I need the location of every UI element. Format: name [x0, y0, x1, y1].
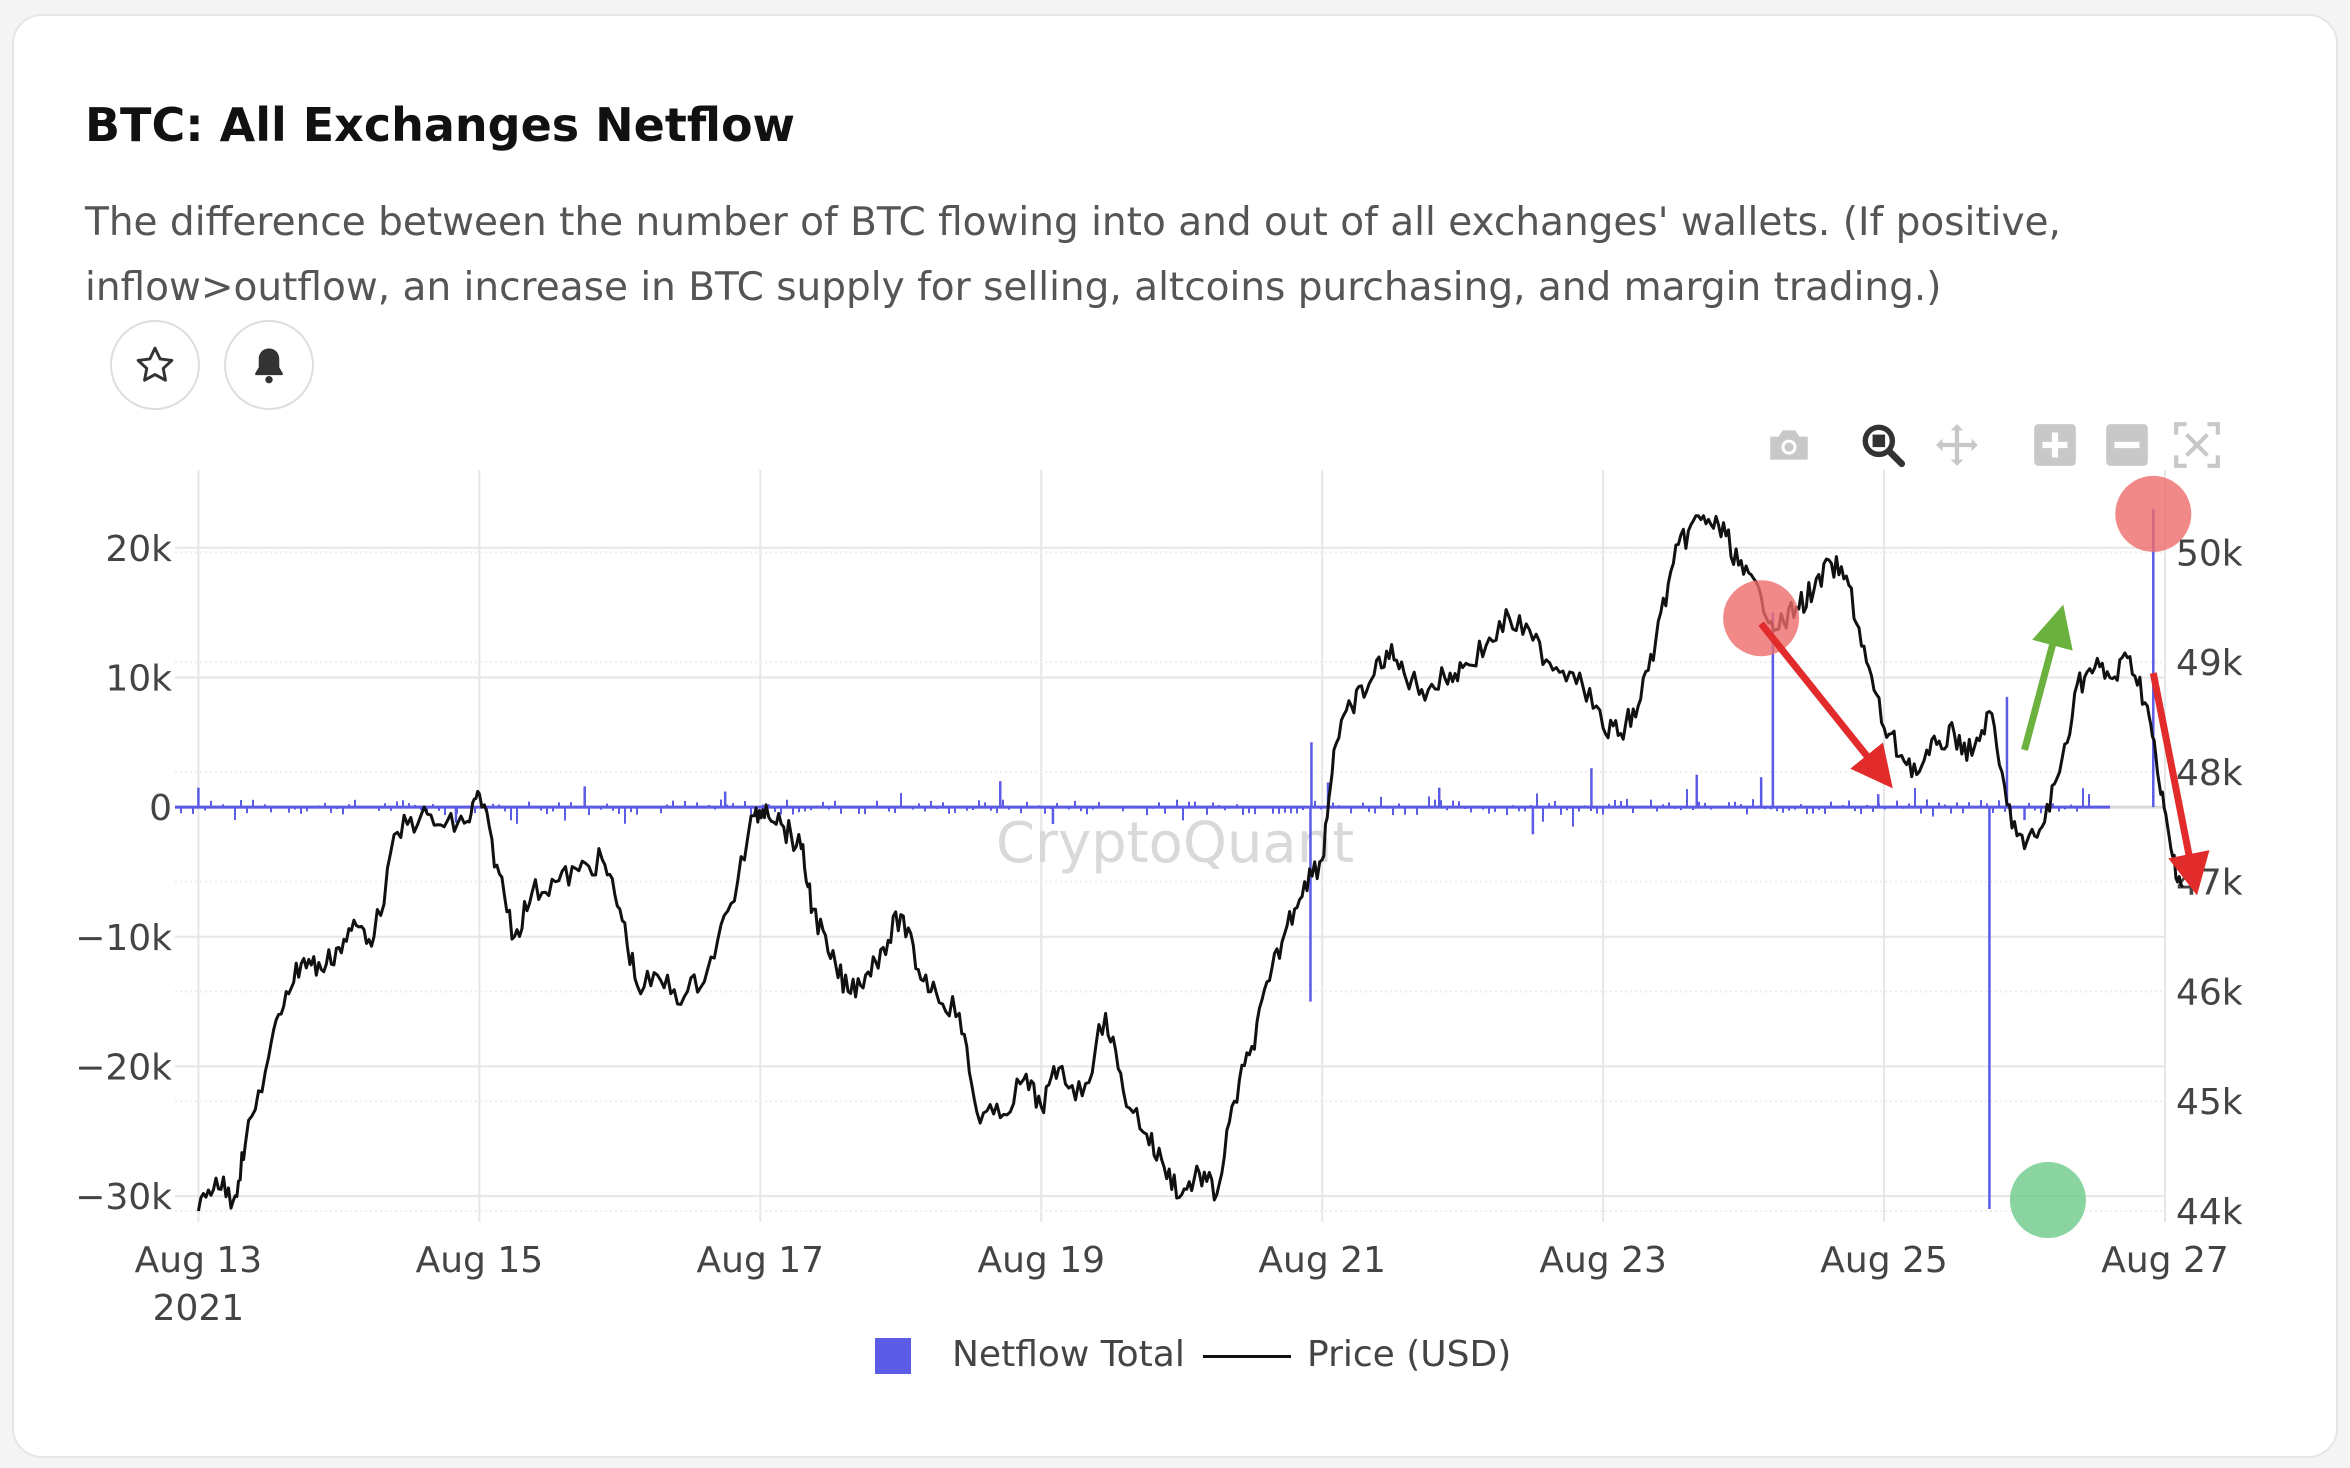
x-tick-label: Aug 13 — [135, 1240, 263, 1281]
x-tick-label: Aug 23 — [1539, 1240, 1667, 1281]
y-right-tick-label: 50k — [2176, 533, 2243, 574]
green-marker-circle — [2009, 1162, 2086, 1239]
zoom-in-icon[interactable] — [2030, 420, 2080, 470]
x-tick-label: Aug 19 — [977, 1240, 1105, 1281]
y-left-tick-label: −20k — [75, 1047, 172, 1088]
legend-price-label: Price (USD) — [1307, 1334, 1512, 1375]
favorite-button[interactable] — [110, 320, 200, 410]
red-marker-circle — [2115, 475, 2192, 552]
page-title: BTC: All Exchanges Netflow — [85, 98, 796, 152]
star-icon — [136, 346, 174, 382]
price-line — [196, 514, 2184, 1212]
y-left-tick-label: 0 — [149, 788, 172, 829]
watermark-text: CryptoQuant — [996, 811, 1354, 876]
alert-button[interactable] — [224, 320, 314, 410]
y-right-tick-label: 44k — [2176, 1192, 2243, 1233]
red-trend-arrow — [2149, 672, 2210, 896]
x-tick-label: Aug 17 — [697, 1240, 825, 1281]
red-marker-circle — [1723, 580, 1800, 657]
x-tick-label: Aug 27 — [2101, 1240, 2229, 1281]
y-left-tick-label: 10k — [105, 658, 172, 699]
x-tick-label: Aug 15 — [416, 1240, 544, 1281]
y-left-tick-label: 20k — [105, 529, 172, 570]
pan-icon[interactable] — [1932, 420, 1982, 470]
y-right-tick-label: 46k — [2176, 972, 2243, 1013]
zoom-out-icon[interactable] — [2102, 420, 2152, 470]
camera-icon[interactable] — [1764, 420, 1814, 470]
x-tick-label: Aug 21 — [1258, 1240, 1386, 1281]
y-right-tick-label: 48k — [2176, 753, 2243, 794]
y-right-tick-label: 47k — [2176, 863, 2243, 904]
y-right-tick-label: 45k — [2176, 1082, 2243, 1123]
red-trend-arrow — [1758, 621, 1893, 789]
green-trend-arrow — [2021, 604, 2073, 751]
chart-description: The difference between the number of BTC… — [85, 200, 2061, 310]
autoscale-icon[interactable] — [2172, 420, 2222, 470]
price-legend-line[interactable] — [1203, 1355, 1291, 1358]
y-right-tick-label: 49k — [2176, 643, 2243, 684]
netflow-legend-swatch[interactable] — [875, 1338, 911, 1374]
legend-netflow-label: Netflow Total — [952, 1334, 1185, 1375]
chart-legend: Netflow Total Price (USD) — [0, 1328, 2350, 1384]
chart-card — [12, 14, 2338, 1458]
x-tick-sublabel: 2021 — [153, 1288, 245, 1329]
y-left-tick-label: −30k — [75, 1177, 172, 1218]
x-tick-label: Aug 25 — [1820, 1240, 1948, 1281]
y-left-tick-label: −10k — [75, 918, 172, 959]
zoom-icon[interactable] — [1858, 420, 1908, 470]
bell-icon — [255, 348, 283, 384]
